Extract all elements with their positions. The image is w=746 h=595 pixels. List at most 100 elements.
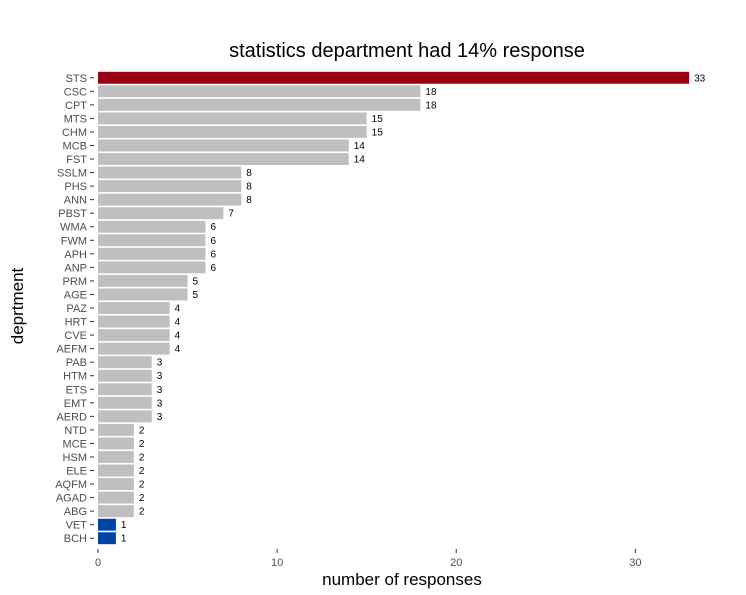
data-label-mts: 15 bbox=[372, 114, 384, 125]
y-tick-label-fwm: FWM bbox=[61, 235, 87, 247]
bar-aqfm bbox=[98, 478, 134, 491]
y-tick-label-emt: EMT bbox=[64, 398, 88, 410]
x-tick-label-20: 20 bbox=[450, 557, 462, 569]
data-label-vet: 1 bbox=[121, 520, 127, 531]
data-label-hsm: 2 bbox=[139, 452, 145, 463]
data-label-fst: 14 bbox=[354, 155, 366, 166]
bar-hsm bbox=[98, 451, 134, 463]
y-tick-label-hsm: HSM bbox=[63, 452, 87, 464]
x-tick-label-0: 0 bbox=[95, 557, 101, 569]
bar-prm bbox=[98, 274, 188, 287]
bar-phs bbox=[98, 180, 242, 193]
bar-pab bbox=[98, 356, 152, 369]
data-label-cve: 4 bbox=[175, 331, 181, 342]
bar-fst bbox=[98, 153, 349, 165]
y-tick-label-csc: CSC bbox=[64, 86, 87, 98]
data-label-aerd: 3 bbox=[157, 412, 163, 423]
data-labels: 3318181515141488876666554444333332222222… bbox=[121, 73, 706, 544]
y-tick-label-mce: MCE bbox=[63, 438, 87, 450]
y-tick-label-anp: ANP bbox=[64, 262, 87, 274]
y-tick-label-sts: STS bbox=[66, 73, 87, 85]
chart-title: statistics department had 14% response bbox=[229, 40, 585, 62]
y-tick-label-hrt: HRT bbox=[65, 317, 88, 329]
y-tick-label-abg: ABG bbox=[64, 506, 87, 518]
bar-aerd bbox=[98, 410, 152, 423]
data-label-paz: 4 bbox=[175, 304, 181, 315]
y-tick-label-wma: WMA bbox=[60, 222, 88, 234]
data-label-emt: 3 bbox=[157, 398, 163, 409]
bar-anp bbox=[98, 261, 206, 274]
data-label-htm: 3 bbox=[157, 371, 163, 382]
data-label-aefm: 4 bbox=[175, 344, 181, 355]
data-label-fwm: 6 bbox=[210, 236, 216, 247]
y-tick-label-htm: HTM bbox=[63, 371, 87, 383]
data-label-age: 5 bbox=[193, 290, 199, 301]
bar-ntd bbox=[98, 423, 134, 436]
bar-sts bbox=[98, 71, 690, 84]
bar-age bbox=[98, 288, 188, 301]
data-label-ele: 2 bbox=[139, 466, 145, 477]
data-label-mce: 2 bbox=[139, 439, 145, 450]
x-axis-title: number of responses bbox=[322, 570, 482, 589]
data-label-pbst: 7 bbox=[228, 209, 234, 220]
bar-emt bbox=[98, 396, 152, 409]
y-tick-label-pbst: PBST bbox=[58, 208, 87, 220]
y-tick-label-pab: PAB bbox=[66, 357, 87, 369]
y-tick-label-mts: MTS bbox=[64, 113, 87, 125]
bar-vet bbox=[98, 518, 116, 531]
data-label-abg: 2 bbox=[139, 507, 145, 518]
y-tick-label-phs: PHS bbox=[64, 181, 87, 193]
x-axis: 0 10 20 30 bbox=[95, 549, 641, 569]
bar-bch bbox=[98, 532, 116, 545]
data-label-sslm: 8 bbox=[246, 168, 252, 179]
bar-mce bbox=[98, 437, 134, 450]
y-tick-label-cve: CVE bbox=[64, 330, 87, 342]
x-tick-label-10: 10 bbox=[271, 557, 283, 569]
y-tick-label-aqfm: AQFM bbox=[55, 479, 87, 491]
y-tick-label-vet: VET bbox=[66, 520, 88, 532]
y-tick-label-age: AGE bbox=[64, 289, 87, 301]
bar-htm bbox=[98, 369, 152, 382]
data-label-wma: 6 bbox=[210, 222, 216, 233]
data-label-ets: 3 bbox=[157, 385, 163, 396]
bar-abg bbox=[98, 505, 134, 518]
bar-aph bbox=[98, 247, 206, 260]
bar-chm bbox=[98, 125, 367, 138]
data-label-ann: 8 bbox=[246, 195, 252, 206]
y-tick-label-ntd: NTD bbox=[64, 425, 87, 437]
y-tick-label-mcb: MCB bbox=[63, 140, 87, 152]
data-label-chm: 15 bbox=[372, 127, 384, 138]
y-tick-label-fst: FST bbox=[66, 154, 87, 166]
bar-cve bbox=[98, 329, 170, 342]
bar-aefm bbox=[98, 342, 170, 355]
bars bbox=[98, 71, 690, 545]
data-label-sts: 33 bbox=[694, 73, 706, 84]
bar-agad bbox=[98, 491, 134, 504]
x-tick-label-30: 30 bbox=[629, 557, 641, 569]
y-tick-label-agad: AGAD bbox=[56, 493, 87, 505]
bar-sslm bbox=[98, 166, 242, 179]
y-tick-label-ets: ETS bbox=[66, 384, 87, 396]
data-label-prm: 5 bbox=[193, 276, 199, 287]
bar-mts bbox=[98, 112, 367, 125]
y-tick-label-chm: CHM bbox=[62, 127, 87, 139]
y-tick-label-cpt: CPT bbox=[65, 100, 87, 112]
y-tick-label-bch: BCH bbox=[64, 533, 87, 545]
data-label-pab: 3 bbox=[157, 358, 163, 369]
bar-paz bbox=[98, 302, 170, 314]
y-axis-title: deprtment bbox=[8, 267, 27, 344]
bar-hrt bbox=[98, 315, 170, 328]
bar-ann bbox=[98, 193, 242, 206]
data-label-mcb: 14 bbox=[354, 141, 366, 152]
data-label-cpt: 18 bbox=[425, 100, 437, 111]
bar-pbst bbox=[98, 207, 224, 220]
y-tick-label-aph: APH bbox=[64, 249, 87, 261]
bar-ets bbox=[98, 383, 152, 396]
data-label-hrt: 4 bbox=[175, 317, 181, 328]
y-tick-label-prm: PRM bbox=[63, 276, 87, 288]
y-tick-label-ann: ANN bbox=[64, 195, 87, 207]
y-tick-label-paz: PAZ bbox=[66, 303, 87, 315]
data-label-ntd: 2 bbox=[139, 425, 145, 436]
